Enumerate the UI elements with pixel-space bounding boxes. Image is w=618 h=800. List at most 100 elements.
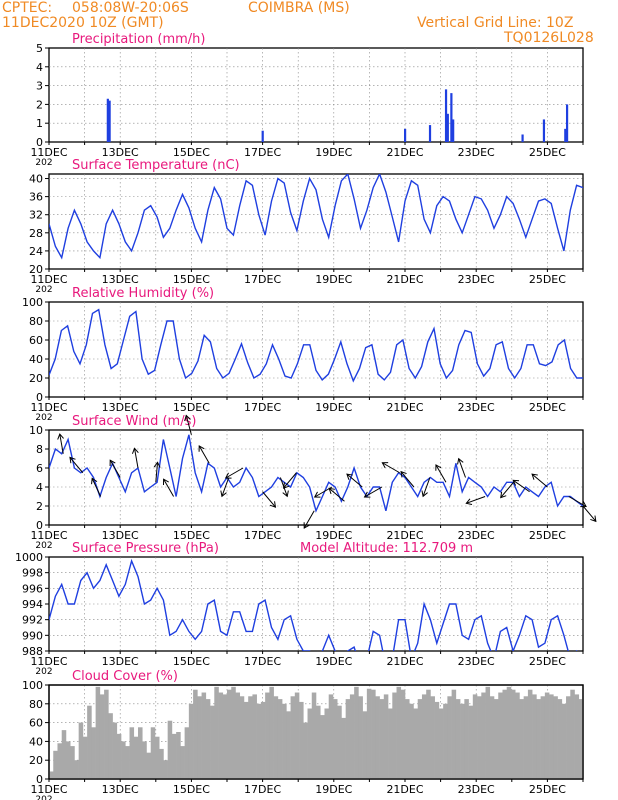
panel-title-precip: Precipitation (mm/h) xyxy=(72,32,205,47)
cloud-cover-bar xyxy=(116,733,122,779)
cloud-cover-bar xyxy=(214,686,219,779)
wind-arrow-shaft xyxy=(512,479,530,493)
cloud-cover-bar xyxy=(570,689,575,779)
wind-arrow-head xyxy=(224,472,232,479)
y-tick-label: 1000 xyxy=(15,551,43,564)
x-tick-label: 17DEC xyxy=(244,655,281,668)
cloud-cover-bar xyxy=(227,689,232,779)
x-tick-label: 23DEC xyxy=(458,146,495,159)
cloud-cover-bar xyxy=(65,741,71,779)
x-tick-label: 23DEC xyxy=(458,273,495,286)
wind-arrow-head xyxy=(303,522,310,529)
cloud-cover-bar xyxy=(243,701,249,779)
cloud-cover-bar xyxy=(519,699,524,779)
cloud-cover-bar xyxy=(239,696,245,779)
wind-vector-arrow xyxy=(582,505,597,523)
header-run-time: 11DEC2020 10Z (GMT) xyxy=(2,15,164,31)
cloud-cover-bar xyxy=(332,699,338,779)
cloud-cover-bar xyxy=(218,692,224,779)
cloud-cover-bar xyxy=(146,752,152,779)
wind-arrow-head xyxy=(163,478,169,486)
cloud-cover-bar xyxy=(307,708,313,779)
cloud-cover-bar xyxy=(184,727,190,779)
wind-vector-arrow xyxy=(57,433,64,454)
wind-arrow-head xyxy=(198,445,205,452)
cloud-cover-bar xyxy=(434,701,440,779)
y-tick-label: 988 xyxy=(22,645,43,658)
cloud-cover-bar xyxy=(421,694,427,779)
wind-arrow-shaft xyxy=(435,464,447,483)
y-tick-label: 20 xyxy=(29,263,43,276)
wind-arrow-shaft xyxy=(531,473,548,488)
x-tick-label: 13DEC xyxy=(102,401,139,414)
wind-vector-arrow xyxy=(421,477,431,498)
x-tick-label: 17DEC xyxy=(244,273,281,286)
cloud-cover-bar xyxy=(527,689,533,779)
wind-arrow-shaft xyxy=(346,473,363,488)
cloud-cover-bar xyxy=(489,696,495,779)
x-tick-label: 15DEC xyxy=(173,783,210,796)
cloud-cover-bar xyxy=(578,699,584,779)
x-year-stub: 202 xyxy=(35,541,52,551)
cloud-cover-bar xyxy=(379,699,385,779)
x-tick-label: 15DEC xyxy=(173,655,210,668)
cloud-cover-bar xyxy=(443,703,448,779)
cloud-cover-bar xyxy=(95,686,101,779)
wind-vector-arrow xyxy=(381,462,400,474)
cloud-cover-bar xyxy=(549,694,554,779)
wind-arrow-head xyxy=(363,491,371,498)
wind-arrow-head xyxy=(269,501,277,508)
cloud-cover-bar xyxy=(536,699,541,779)
x-tick-label: 13DEC xyxy=(102,273,139,286)
precip-bar xyxy=(261,130,264,142)
cloud-cover-bar xyxy=(159,748,164,779)
cloud-cover-bar xyxy=(61,730,67,779)
y-tick-label: 998 xyxy=(22,567,43,580)
y-tick-label: 994 xyxy=(22,598,43,611)
wind-arrow-shaft xyxy=(382,462,400,474)
cloud-cover-bar xyxy=(87,705,92,779)
cloud-cover-bar xyxy=(506,686,512,779)
x-tick-label: 15DEC xyxy=(173,529,210,542)
wind-arrow-head xyxy=(457,457,464,465)
wind-arrow-head xyxy=(109,459,116,467)
cloud-cover-bar xyxy=(566,696,571,779)
wind-arrow-shaft xyxy=(582,505,597,522)
y-tick-label: 100 xyxy=(22,679,43,692)
wind-arrow-shaft xyxy=(91,478,102,497)
cloud-cover-bar xyxy=(91,727,96,779)
cloud-cover-bar xyxy=(417,699,423,779)
cloud-cover-bar xyxy=(121,741,126,779)
wind-arrow-head xyxy=(91,477,98,485)
x-tick-label: 25DEC xyxy=(529,146,566,159)
wind-arrow-head xyxy=(282,490,289,498)
x-tick-label: 23DEC xyxy=(458,783,495,796)
cloud-cover-bar xyxy=(256,703,262,779)
x-tick-label: 25DEC xyxy=(529,783,566,796)
cloud-cover-bar xyxy=(472,694,478,779)
x-tick-label: 13DEC xyxy=(102,146,139,159)
header-location: COIMBRA (MS) xyxy=(248,0,350,16)
cloud-cover-bar xyxy=(252,694,257,779)
panel-frame-rh xyxy=(48,301,584,398)
wind-arrow-shaft xyxy=(328,488,345,502)
cloud-cover-bar xyxy=(460,703,465,779)
x-year-stub: 202 xyxy=(35,413,52,423)
series-line-pressure xyxy=(49,558,578,651)
x-tick-label: 21DEC xyxy=(386,273,423,286)
cloud-cover-bar xyxy=(286,711,291,779)
precip-bar xyxy=(404,128,407,142)
cloud-cover-bar xyxy=(438,708,444,779)
cloud-cover-bar xyxy=(163,760,168,779)
wind-arrow-shaft xyxy=(163,478,175,497)
cloud-cover-bar xyxy=(290,696,296,779)
cloud-cover-bar xyxy=(53,750,58,779)
y-tick-label: 996 xyxy=(22,582,43,595)
x-tick-label: 17DEC xyxy=(244,529,281,542)
y-tick-label: 8 xyxy=(36,443,43,456)
cloud-cover-bar xyxy=(561,703,567,779)
y-tick-label: 6 xyxy=(36,462,43,475)
panel-title-cloud: Cloud Cover (%) xyxy=(72,669,178,684)
cloud-cover-bar xyxy=(201,692,207,779)
